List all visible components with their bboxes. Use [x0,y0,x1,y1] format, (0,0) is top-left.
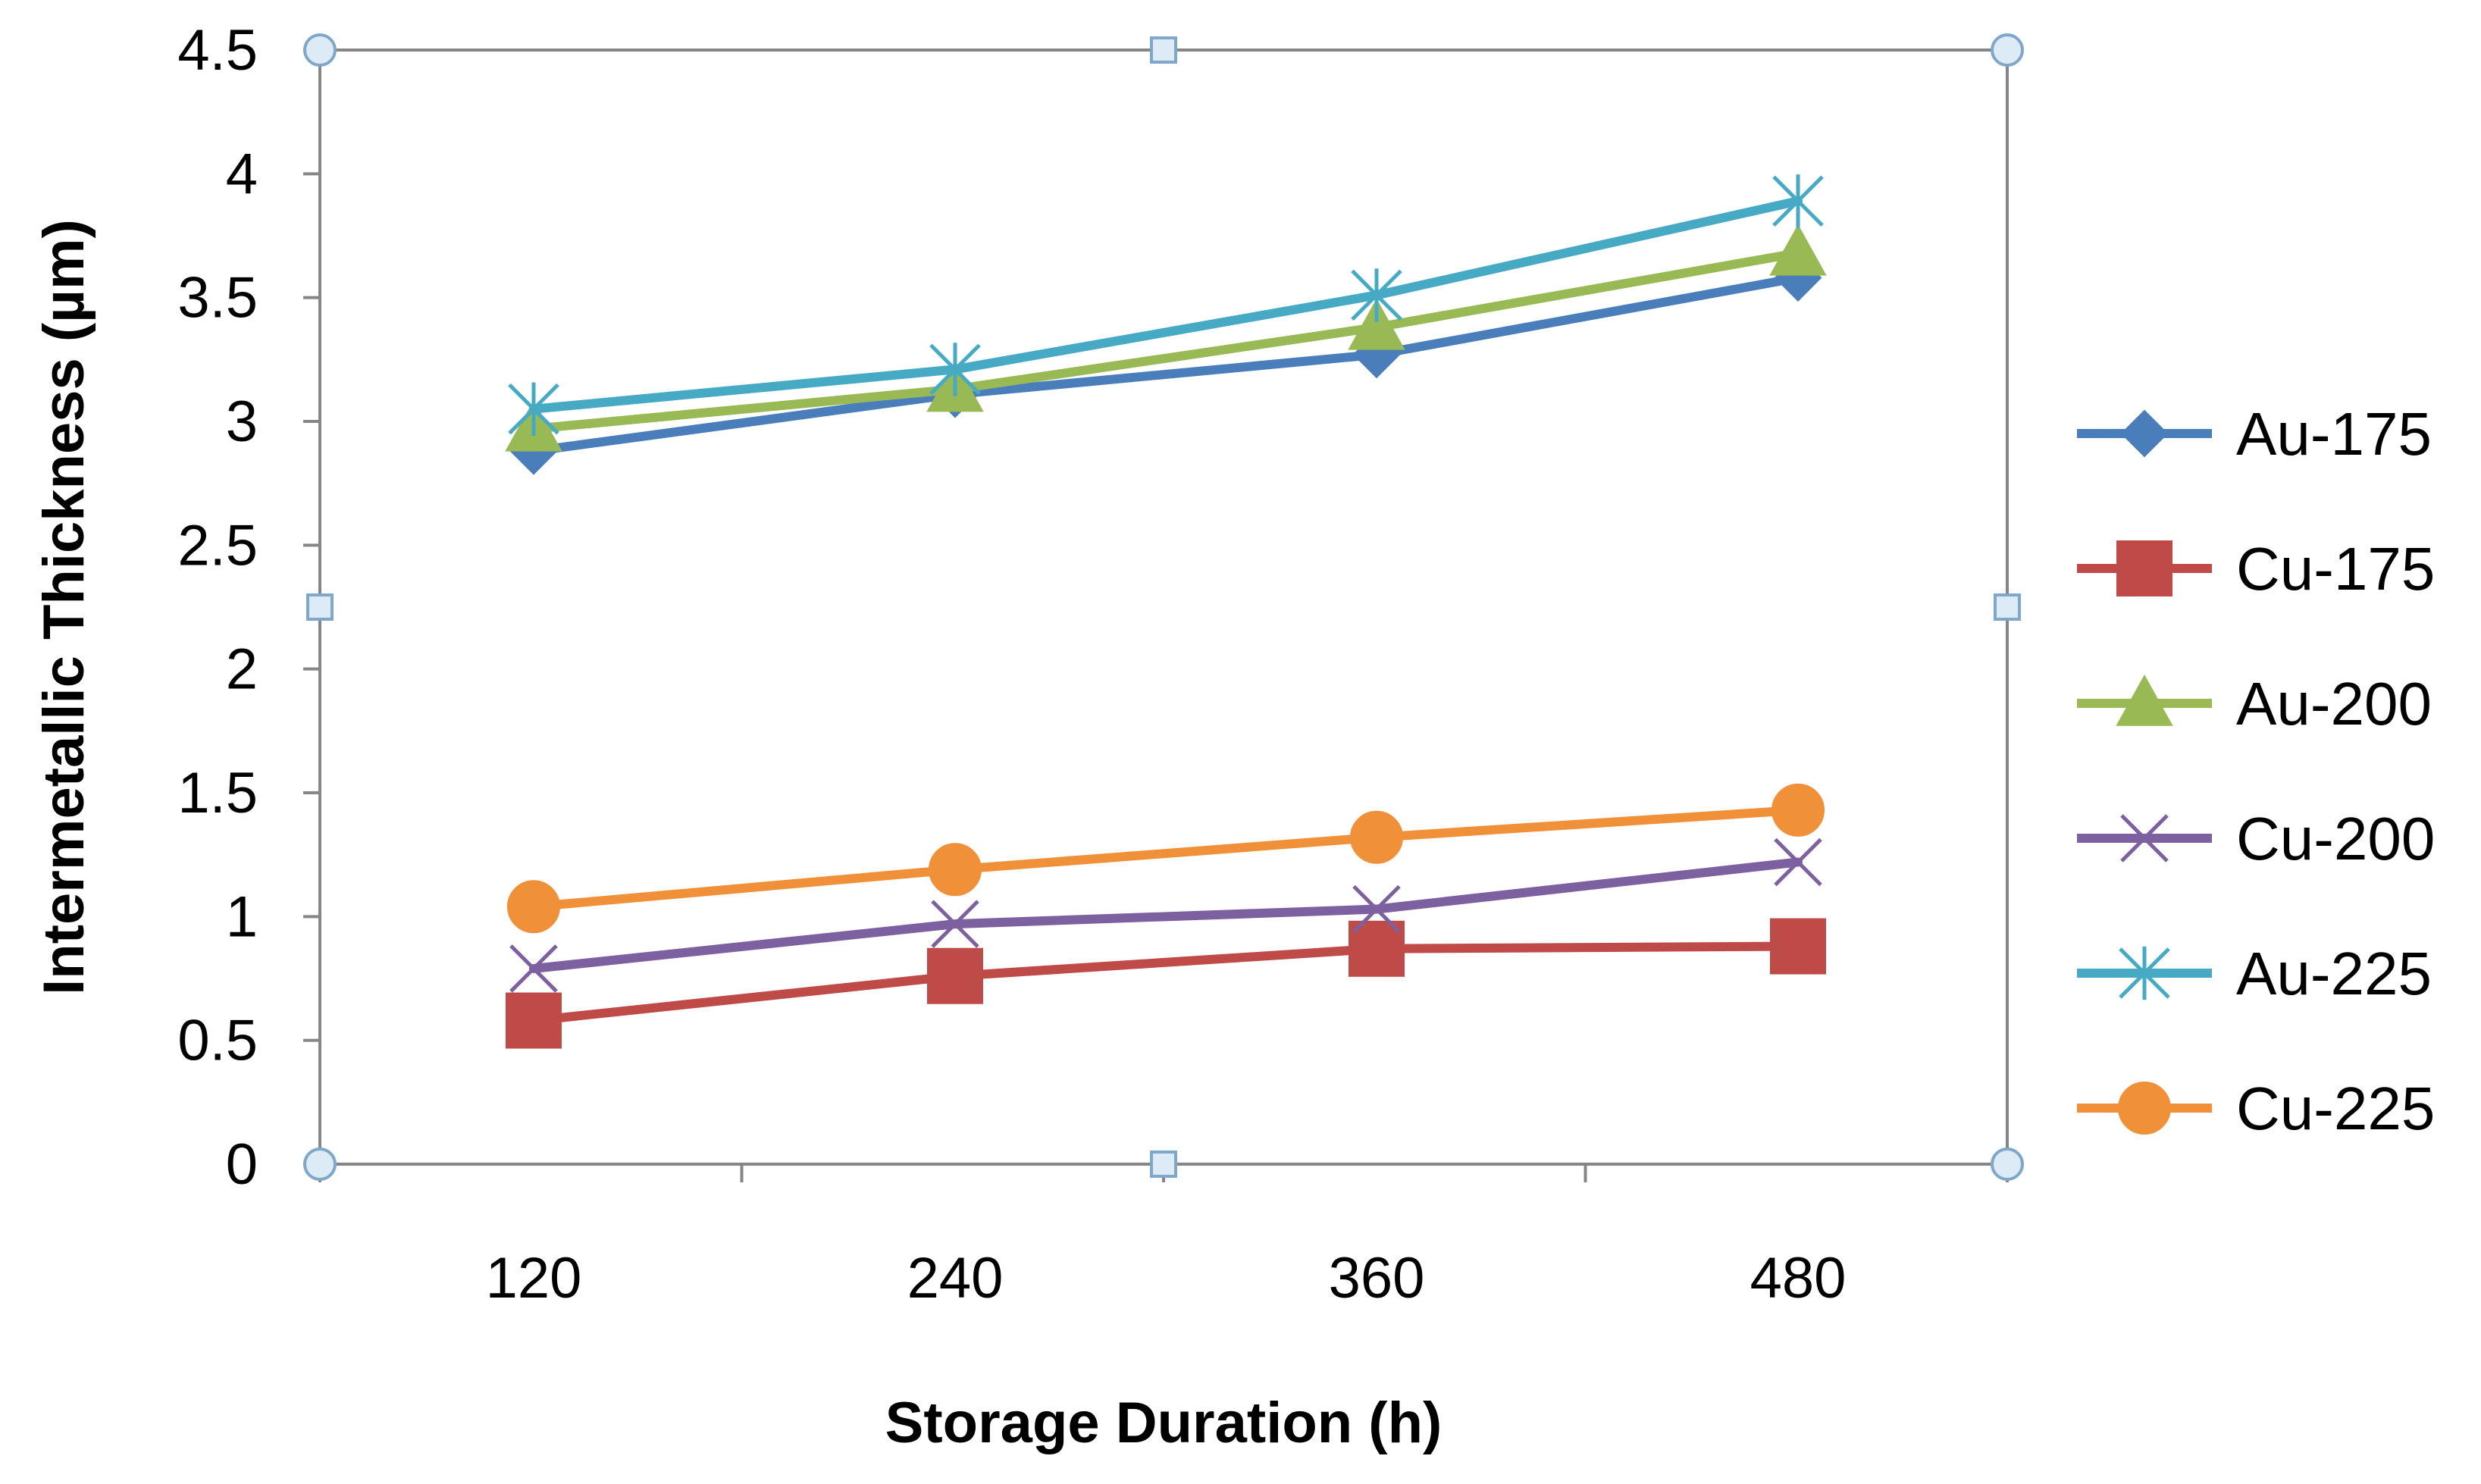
series-cu-175 [506,918,1826,1049]
legend-item-au-225: Au-225 [2077,940,2432,1007]
legend-label: Cu-175 [2236,535,2435,603]
y-tick-label: 2.5 [177,513,258,578]
series-au-225 [508,174,1824,436]
data-point [1771,783,1825,837]
marker-x-stroke [1774,837,1822,887]
series-layer [505,174,1827,1049]
marker-x-stroke [931,900,979,948]
edge-handle [1994,593,2021,621]
y-tick-label: 1 [226,884,258,949]
y-tick-label: 1.5 [177,761,258,825]
legend-item-cu-175: Cu-175 [2077,535,2435,603]
y-axis-title: Intermetallic Thickness (µm) [32,219,96,995]
x-tick-label: 240 [907,1246,1004,1310]
series-au-200 [505,224,1827,452]
series-line [529,805,1803,912]
y-tick-label: 3.5 [177,266,258,330]
legend-marker [2116,540,2172,596]
marker-x-stroke [509,944,558,993]
x-axis-title: Storage Duration (h) [885,1391,1443,1455]
edge-handle [1150,36,1177,64]
x-tick-label: 360 [1329,1246,1425,1310]
selection-handles [303,33,2024,1181]
x-tick-label: 120 [486,1246,582,1310]
x-axis: 120 240 360 480 [318,1163,2009,1310]
data-point [927,947,983,1004]
legend-item-au-175: Au-175 [2077,400,2432,468]
legend-label: Au-200 [2236,670,2432,737]
data-point [1350,810,1403,864]
legend-item-cu-200: Cu-200 [2077,805,2435,872]
data-point [1770,918,1826,975]
data-point [1774,837,1822,887]
legend-label: Au-175 [2236,400,2432,468]
y-tick-label: 4.5 [177,18,258,83]
data-point [506,992,562,1049]
legend-item-cu-225: Cu-225 [2077,1075,2435,1142]
edge-handle [306,593,334,621]
data-point [1772,174,1824,228]
data-point [1352,884,1401,934]
y-tick-label: 4 [226,142,258,206]
data-point [931,900,979,948]
legend-item-au-200: Au-200 [2077,670,2432,737]
y-tick-label: 2 [226,637,258,702]
corner-handle [1991,1147,2024,1181]
marker-x-stroke [1352,884,1401,934]
data-point [1351,268,1402,322]
y-tick-label: 0.5 [177,1009,258,1073]
legend-label: Cu-200 [2236,805,2435,872]
series-cu-200 [509,837,1822,993]
edge-handle [1150,1151,1177,1178]
series-line [529,248,1803,434]
series-line [529,941,1803,1025]
corner-handle [303,1147,337,1181]
data-point [509,944,558,993]
corner-handle [303,33,337,67]
legend-label: Au-225 [2236,940,2432,1007]
series-cu-225 [507,783,1825,934]
marker-x-stroke [2120,814,2169,863]
series-line [529,273,1803,456]
data-point [507,880,560,934]
data-point [1769,224,1827,276]
x-tick-label: 480 [1750,1246,1847,1310]
legend-marker [2116,674,2173,726]
y-axis: 0 0.5 1 1.5 2 2.5 3 3.5 4 4.5 [177,18,321,1197]
series-line [529,196,1803,414]
y-tick-label: 0 [226,1132,258,1197]
corner-handle [1991,33,2024,67]
legend-marker [2119,946,2170,1000]
data-point [929,343,981,396]
legend-label: Cu-225 [2236,1075,2435,1142]
data-point [1349,920,1405,977]
legend-marker [2118,1082,2171,1135]
legend: Au-175 Cu-175 Au-200 Cu-200 Au-225 Cu-225 [2077,400,2435,1142]
plot-area-frame [318,49,2009,1166]
data-point [1348,298,1405,350]
series-line [529,857,1803,973]
y-tick-label: 3 [226,390,258,454]
data-point [508,382,559,436]
legend-marker [2120,409,2169,458]
legend-marker [2120,814,2169,863]
data-point [929,843,982,897]
